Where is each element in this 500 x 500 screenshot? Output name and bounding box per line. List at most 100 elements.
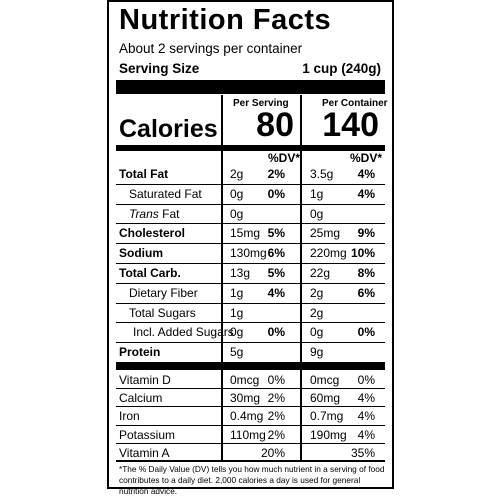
vitamin-rule: [116, 424, 385, 426]
medium-divider: [116, 145, 385, 151]
dv-header-serving: %DV*: [267, 151, 300, 165]
nutrient-name: Dietary Fiber: [129, 285, 198, 300]
nutrient-pct-serving: 4%: [267, 285, 285, 300]
vitamin-amount-container: 0.7mg: [310, 409, 344, 424]
vitamin-row: Vitamin A 20% 35%: [116, 443, 385, 463]
nutrient-pct-container: 0%: [357, 325, 375, 340]
column-divider-container: [300, 95, 302, 460]
nutrient-row: Total Fat 2g 2% 3.5g 4%: [116, 164, 385, 184]
thick-divider: [116, 80, 385, 94]
column-divider-serving: [221, 95, 223, 460]
nutrient-amount-serving: 0g: [230, 206, 244, 221]
vitamin-pct-container: 4%: [357, 391, 375, 406]
nutrient-amount-serving: 130mg: [230, 246, 267, 261]
nutrient-name: Protein: [119, 345, 161, 360]
calories-label: Calories: [119, 115, 218, 143]
vitamin-pct-serving: 2%: [267, 391, 285, 406]
nutrient-amount-container: 22g: [310, 266, 331, 280]
nutrient-amount-container: 0g: [310, 206, 324, 221]
nutrient-pct-container: 10%: [350, 246, 375, 261]
nutrient-name: Total Sugars: [129, 305, 196, 320]
vitamin-name: Iron: [119, 409, 140, 424]
calories-per-serving: 80: [256, 106, 294, 144]
nutrient-name: Trans Fat: [129, 207, 179, 221]
vitamin-pct-container: 4%: [357, 427, 375, 442]
nutrient-pct-serving: 6%: [267, 246, 285, 261]
nutrient-row: Total Sugars 1g 2g: [116, 303, 385, 323]
nutrient-row: Cholesterol 15mg 5% 25mg 9%: [116, 223, 385, 243]
vitamin-amount-container: 60mg: [310, 391, 341, 406]
vitamin-pct-container: 4%: [357, 409, 375, 424]
vitamin-rule: [116, 442, 385, 444]
nutrient-row: Protein 5g 9g: [116, 342, 385, 362]
nutrient-row: Incl. Added Sugars 0g 0% 0g 0%: [116, 322, 385, 342]
nutrient-amount-serving: 0g: [230, 186, 244, 201]
vitamin-amount-serving: 30mg: [230, 391, 261, 406]
vitamin-amount-container: 190mg: [310, 427, 347, 442]
nutrient-amount-container: 25mg: [310, 226, 341, 241]
nutrient-rule: [116, 342, 385, 344]
vitamin-row: Iron 0.4mg 2% 0.7mg 4%: [116, 406, 385, 426]
nutrient-amount-serving: 2g: [230, 167, 244, 181]
servings-per-container: About 2 servings per container: [119, 41, 303, 56]
nutrient-rule: [116, 203, 385, 205]
vitamin-row: Vitamin D 0mcg 0% 0mcg 0%: [116, 370, 385, 390]
nutrient-amount-container: 0g: [310, 325, 324, 340]
nutrient-name: Saturated Fat: [129, 186, 202, 201]
nutrient-pct-container: 6%: [357, 285, 375, 300]
nutrient-amount-container: 2g: [310, 305, 324, 320]
vitamin-amount-serving: 0.4mg: [230, 409, 264, 424]
nutrient-pct-serving: 0%: [267, 186, 285, 201]
nutrient-amount-serving: 1g: [230, 285, 244, 300]
nutrient-amount-serving: 13g: [230, 266, 251, 280]
nutrient-rule: [116, 183, 385, 185]
nutrient-amount-container: 2g: [310, 285, 324, 300]
nutrient-row: Sodium 130mg 6% 220mg 10%: [116, 243, 385, 263]
nutrient-row: Total Carb. 13g 5% 22g 8%: [116, 263, 385, 283]
nutrient-name-rest: Fat: [158, 206, 180, 221]
serving-size-value: 1 cup (240g): [302, 61, 381, 76]
nutrient-name: Total Fat: [119, 167, 169, 181]
vitamin-row: Potassium 110mg 2% 190mg 4%: [116, 425, 385, 445]
nutrient-amount-serving: 15mg: [230, 226, 261, 241]
nutrient-pct-serving: 5%: [267, 226, 285, 241]
nutrient-pct-container: 9%: [357, 226, 375, 241]
nutrient-rule: [116, 243, 385, 245]
vitamin-amount-container: 0mcg: [310, 373, 340, 387]
vitamin-name: Vitamin A: [119, 445, 170, 460]
vitamin-name: Vitamin D: [119, 373, 171, 387]
vitamin-pct-container: 0%: [357, 373, 375, 387]
footnote-divider: [116, 460, 385, 462]
vitamin-pct-serving: 2%: [267, 409, 285, 424]
nutrient-rule: [116, 263, 385, 264]
nutrient-rule: [116, 282, 385, 284]
per-serving-header: Per Serving: [233, 98, 289, 109]
nutrient-pct-serving: 5%: [267, 266, 285, 280]
label-title: Nutrition Facts: [119, 4, 332, 36]
nutrient-pct-container: 4%: [357, 167, 375, 181]
nutrient-name: Sodium: [119, 246, 163, 261]
vitamin-row: Calcium 30mg 2% 60mg 4%: [116, 388, 385, 408]
vitamin-pct-container: 35%: [350, 445, 375, 460]
nutrient-name: Cholesterol: [119, 226, 186, 241]
nutrient-name: Incl. Added Sugars: [133, 325, 234, 340]
vitamin-pct-serving: 2%: [267, 427, 285, 442]
vitamin-amount-serving: 110mg: [230, 427, 266, 442]
vitamins-divider: [116, 362, 385, 370]
nutrient-row: Trans Fat 0g 0g: [116, 204, 385, 224]
nutrient-pct-container: 4%: [357, 186, 375, 201]
serving-size-label: Serving Size: [119, 61, 200, 76]
vitamin-pct-serving: 20%: [260, 445, 285, 460]
nutrient-rule: [116, 223, 385, 225]
calories-per-container: 140: [322, 106, 379, 144]
nutrient-amount-container: 220mg: [310, 246, 347, 261]
nutrient-amount-serving: 1g: [230, 305, 244, 320]
nutrient-rule: [116, 322, 385, 324]
vitamin-name: Calcium: [119, 391, 163, 406]
per-container-header: Per Container: [322, 98, 388, 109]
vitamin-rule: [116, 388, 385, 390]
nutrient-amount-container: 1g: [310, 186, 324, 201]
nutrient-amount-container: 9g: [310, 345, 324, 360]
vitamin-name: Potassium: [119, 427, 176, 442]
nutrient-row: Dietary Fiber 1g 4% 2g 6%: [116, 283, 385, 303]
